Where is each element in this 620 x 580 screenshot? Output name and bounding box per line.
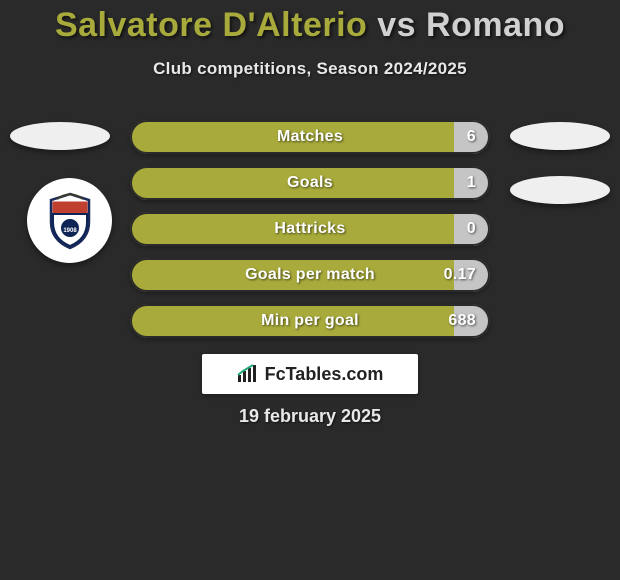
- player1-avatar-placeholder: [10, 122, 110, 150]
- stat-value-p1: 1: [467, 166, 476, 200]
- stat-bar: Goals1: [130, 166, 490, 200]
- vs-text: vs: [377, 6, 416, 44]
- stat-label: Goals per match: [130, 258, 490, 292]
- svg-text:1908: 1908: [63, 228, 77, 234]
- player2-name: Romano: [426, 6, 565, 44]
- player2-avatar-placeholder: [510, 122, 610, 150]
- branding-box[interactable]: FcTables.com: [202, 354, 418, 394]
- player1-name: Salvatore D'Alterio: [55, 6, 367, 44]
- page-title: Salvatore D'Alterio vs Romano: [0, 0, 620, 45]
- stat-bar: Min per goal688: [130, 304, 490, 338]
- subtitle: Club competitions, Season 2024/2025: [0, 59, 620, 79]
- stat-label: Hattricks: [130, 212, 490, 246]
- stat-label: Matches: [130, 120, 490, 154]
- stat-value-p1: 0.17: [444, 258, 476, 292]
- stat-bar: Matches6: [130, 120, 490, 154]
- team2-avatar-placeholder: [510, 176, 610, 204]
- date-text: 19 february 2025: [0, 406, 620, 427]
- stat-bars: Matches6Goals1Hattricks0Goals per match0…: [130, 120, 490, 350]
- stat-bar: Goals per match0.17: [130, 258, 490, 292]
- stat-value-p1: 6: [467, 120, 476, 154]
- stat-label: Goals: [130, 166, 490, 200]
- stat-value-p1: 0: [467, 212, 476, 246]
- branding-text: FcTables.com: [265, 364, 384, 385]
- stat-label: Min per goal: [130, 304, 490, 338]
- barchart-icon: [237, 364, 259, 384]
- stat-value-p1: 688: [448, 304, 476, 338]
- crest-icon: 1908: [47, 192, 93, 250]
- team1-crest: 1908: [27, 178, 112, 263]
- stat-bar: Hattricks0: [130, 212, 490, 246]
